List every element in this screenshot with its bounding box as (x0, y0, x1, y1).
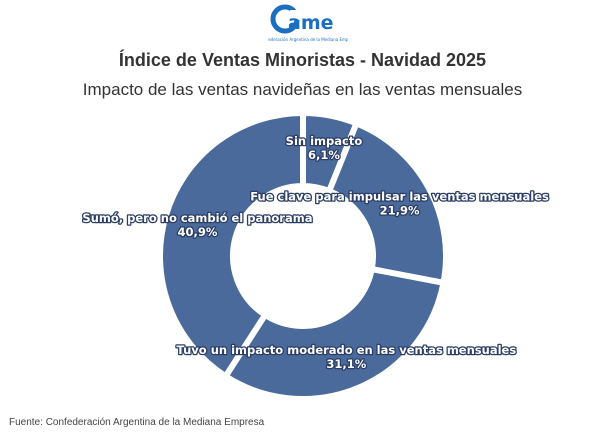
slice-category-label: Tuvo un impacto moderado en las ventas m… (177, 343, 517, 357)
chart-title: Índice de Ventas Minoristas - Navidad 20… (118, 50, 487, 70)
slice-category-label: Sin impacto (286, 134, 363, 148)
slice-value-label: 21,9% (380, 203, 420, 217)
donut-slice (222, 266, 447, 402)
chart-subtitle: Impacto de las ventas navideñas en las v… (82, 80, 523, 99)
svg-text:Confederación Argentina de la: Confederación Argentina de la Mediana Em… (268, 37, 348, 42)
source-note: Fuente: Confederación Argentina de la Me… (9, 417, 265, 428)
slice-category-label: Sumó, pero no cambió el panorama (82, 211, 312, 225)
donut-slice (326, 120, 449, 286)
slice-category-label: Fue clave para impulsar las ventas mensu… (250, 189, 549, 203)
svg-text:ame: ame (288, 12, 334, 34)
slice-value-label: 31,1% (326, 357, 366, 371)
donut-slice (157, 110, 306, 380)
slice-value-label: 6,1% (308, 148, 340, 162)
slice-value-label: 40,9% (178, 225, 218, 239)
came-logo: ame Confederación Argentina de la Median… (259, 4, 358, 44)
